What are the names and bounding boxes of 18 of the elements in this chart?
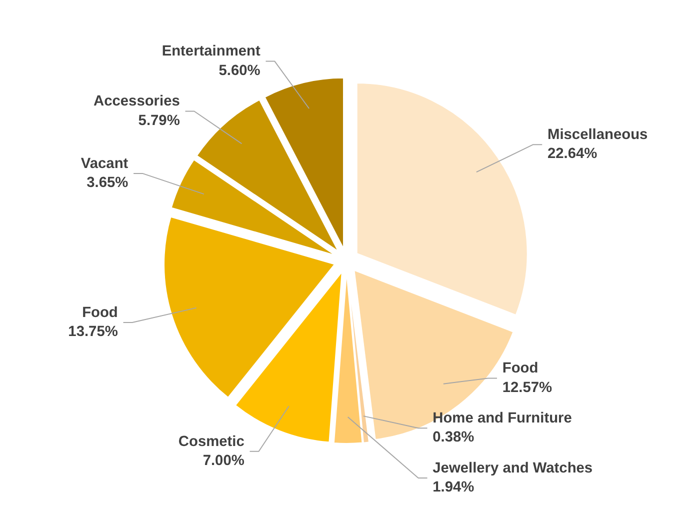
- slice-label: Food: [502, 360, 538, 377]
- data-label: 0.38%: [432, 430, 474, 446]
- slice-label: Miscellaneous: [547, 126, 648, 143]
- data-label: 22.64%: [547, 146, 598, 162]
- slice-label: Cosmetic: [178, 434, 244, 450]
- data-label: 3.65%: [86, 175, 128, 192]
- slice-label: Food: [82, 304, 118, 321]
- data-label: 1.94%: [432, 480, 474, 496]
- slice-label: Vacant: [80, 156, 128, 172]
- slice-label: Jewellery and Watches: [432, 460, 593, 476]
- data-label: 13.75%: [68, 324, 118, 340]
- slice-label: Accessories: [94, 94, 180, 110]
- data-label: 7.00%: [202, 452, 244, 469]
- data-label: 12.57%: [502, 380, 552, 396]
- data-label: 5.79%: [138, 112, 180, 129]
- slice-label: Home and Furniture: [432, 410, 572, 427]
- slice-label: Entertainment: [162, 44, 260, 60]
- data-label: 5.60%: [218, 62, 260, 79]
